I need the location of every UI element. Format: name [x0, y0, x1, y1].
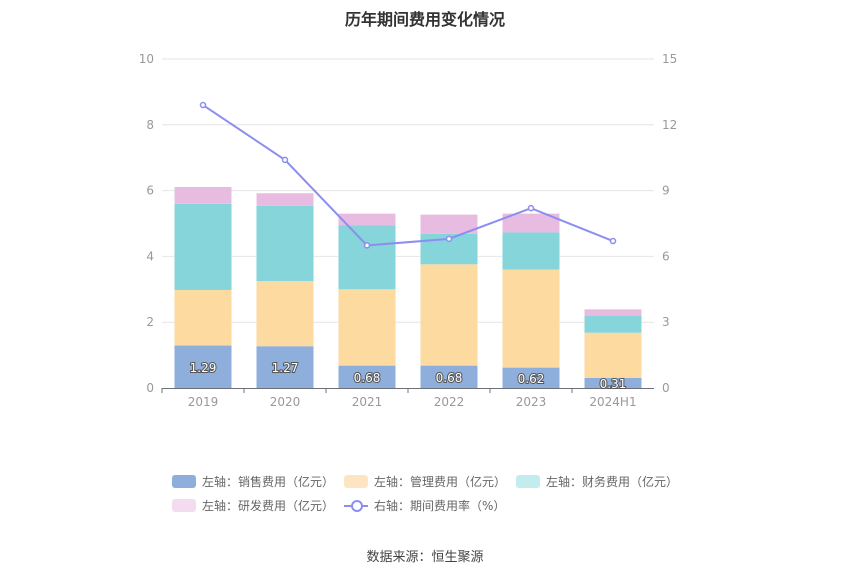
bar-segment — [174, 203, 232, 290]
bar-segment — [338, 213, 396, 226]
y-right-tick-label: 12 — [662, 118, 677, 132]
legend-swatch-admin — [344, 475, 368, 488]
bar-data-label: 1.27 — [272, 361, 299, 375]
y-left-tick-label: 2 — [146, 315, 154, 329]
x-tick-label: 2022 — [434, 395, 465, 409]
legend-item-finance[interactable]: 左轴：财务费用（亿元） — [516, 473, 678, 490]
chart-title: 历年期间费用变化情况 — [344, 10, 505, 29]
y-right-tick-label: 3 — [662, 315, 670, 329]
legend-label-rnd: 左轴：研发费用（亿元） — [202, 499, 335, 513]
bar-segment — [584, 315, 642, 333]
expense-ratio-point — [527, 204, 535, 212]
bar-segment — [256, 346, 314, 388]
legend-item-expense-ratio[interactable]: 右轴：期间费用率（%） — [344, 497, 505, 514]
bar-data-label: 0.62 — [518, 372, 545, 386]
bar-segment — [420, 214, 478, 234]
bar-data-label: 0.68 — [436, 371, 463, 385]
y-right-tick-label: 6 — [662, 249, 670, 263]
bar-data-label: 1.29 — [190, 361, 217, 375]
legend-label-admin: 左轴：管理费用（亿元） — [374, 475, 507, 489]
bar-segment — [502, 367, 560, 388]
x-tick-label: 2020 — [270, 395, 301, 409]
bar-segment — [174, 345, 232, 388]
bar-segment — [338, 289, 396, 366]
legend-swatch-expense-ratio — [344, 499, 368, 512]
legend-item-rnd[interactable]: 左轴：研发费用（亿元） — [172, 497, 334, 514]
y-left-tick-label: 6 — [146, 184, 154, 198]
x-tick-label: 2021 — [352, 395, 383, 409]
y-left-tick-label: 0 — [146, 381, 154, 395]
x-tick-label: 2024H1 — [589, 395, 636, 409]
y-left-tick-label: 8 — [146, 118, 154, 132]
bar-segment — [256, 281, 314, 347]
expense-ratio-point — [281, 156, 289, 164]
bar-segment — [338, 365, 396, 388]
bar-data-label: 0.31 — [600, 377, 627, 391]
bar-segment — [502, 213, 560, 233]
x-tick-label: 2023 — [516, 395, 547, 409]
legend-swatch-sales — [172, 475, 196, 488]
legend-label-finance: 左轴：财务费用（亿元） — [546, 475, 679, 489]
bar-data-label: 0.68 — [354, 371, 381, 385]
legend-swatch-finance — [516, 475, 540, 488]
expense-ratio-point — [199, 101, 207, 109]
bar-segment — [420, 365, 478, 388]
legend-label-sales: 左轴：销售费用（亿元） — [202, 475, 335, 489]
bar-segment — [338, 225, 396, 290]
bar-segment — [256, 205, 314, 282]
y-left-tick-label: 4 — [146, 249, 154, 263]
legend-item-sales[interactable]: 左轴：销售费用（亿元） — [172, 473, 334, 490]
legend-swatch-rnd — [172, 499, 196, 512]
bar-segment — [584, 309, 642, 316]
bar-segment — [174, 186, 232, 204]
bar-segment — [420, 264, 478, 366]
y-left-tick-label: 10 — [139, 52, 154, 66]
bar-segment — [502, 232, 560, 270]
chart-canvas: 0 2 4 6 8 10 0 3 6 9 12 15 2019 1.29 2020 1.27 2021 0.68 2… — [139, 52, 678, 409]
y-right-tick-label: 9 — [662, 184, 670, 198]
legend-label-expense-ratio: 右轴：期间费用率（%） — [374, 499, 506, 513]
y-right-tick-label: 0 — [662, 381, 670, 395]
expense-ratio-point — [363, 242, 371, 249]
expense-ratio-line — [202, 104, 614, 247]
bar-segment — [256, 193, 314, 206]
bar-segment — [584, 377, 642, 388]
data-source-note: 数据来源：恒生聚源 — [366, 550, 484, 565]
legend-item-admin[interactable]: 左轴：管理费用（亿元） — [344, 473, 506, 490]
expense-ratio-point — [445, 235, 453, 243]
expense-ratio-point — [609, 237, 617, 245]
bar-segment — [502, 269, 560, 368]
x-tick-label: 2019 — [188, 395, 219, 409]
y-right-tick-label: 15 — [662, 52, 677, 66]
bar-segment — [174, 289, 232, 346]
bar-segment — [584, 332, 642, 378]
